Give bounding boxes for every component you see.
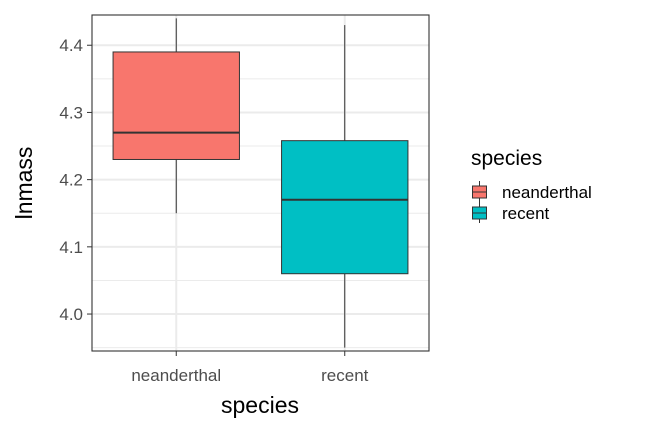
x-axis-title: species	[221, 392, 299, 418]
y-tick-label: 4.2	[59, 171, 83, 190]
legend-item-recent: recent	[472, 202, 550, 223]
box-layer	[112, 18, 409, 348]
legend-item-neanderthal: neanderthal	[472, 181, 592, 202]
x-tick-label: recent	[321, 366, 369, 385]
legend-label: recent	[502, 204, 550, 223]
legend-items: neanderthal recent	[472, 181, 592, 223]
legend-label: neanderthal	[502, 183, 592, 202]
box-iqr	[112, 51, 240, 160]
legend-title: species	[471, 147, 542, 170]
plot-panel-border	[91, 14, 430, 352]
y-tick-label: 4.3	[59, 103, 83, 122]
legend: species neanderthal recent	[471, 147, 592, 223]
box-recent	[281, 25, 409, 348]
box-neanderthal	[112, 18, 240, 214]
box-iqr	[281, 140, 409, 275]
y-axis-title: lnmass	[11, 147, 37, 220]
y-tick-label: 4.1	[59, 238, 83, 257]
x-tick-label: neanderthal	[131, 366, 221, 385]
axes: 4.0 4.1 4.2 4.3 4.4 neanderthal recent	[59, 36, 368, 385]
y-tick-label: 4.0	[59, 305, 83, 324]
y-tick-label: 4.4	[59, 36, 83, 55]
